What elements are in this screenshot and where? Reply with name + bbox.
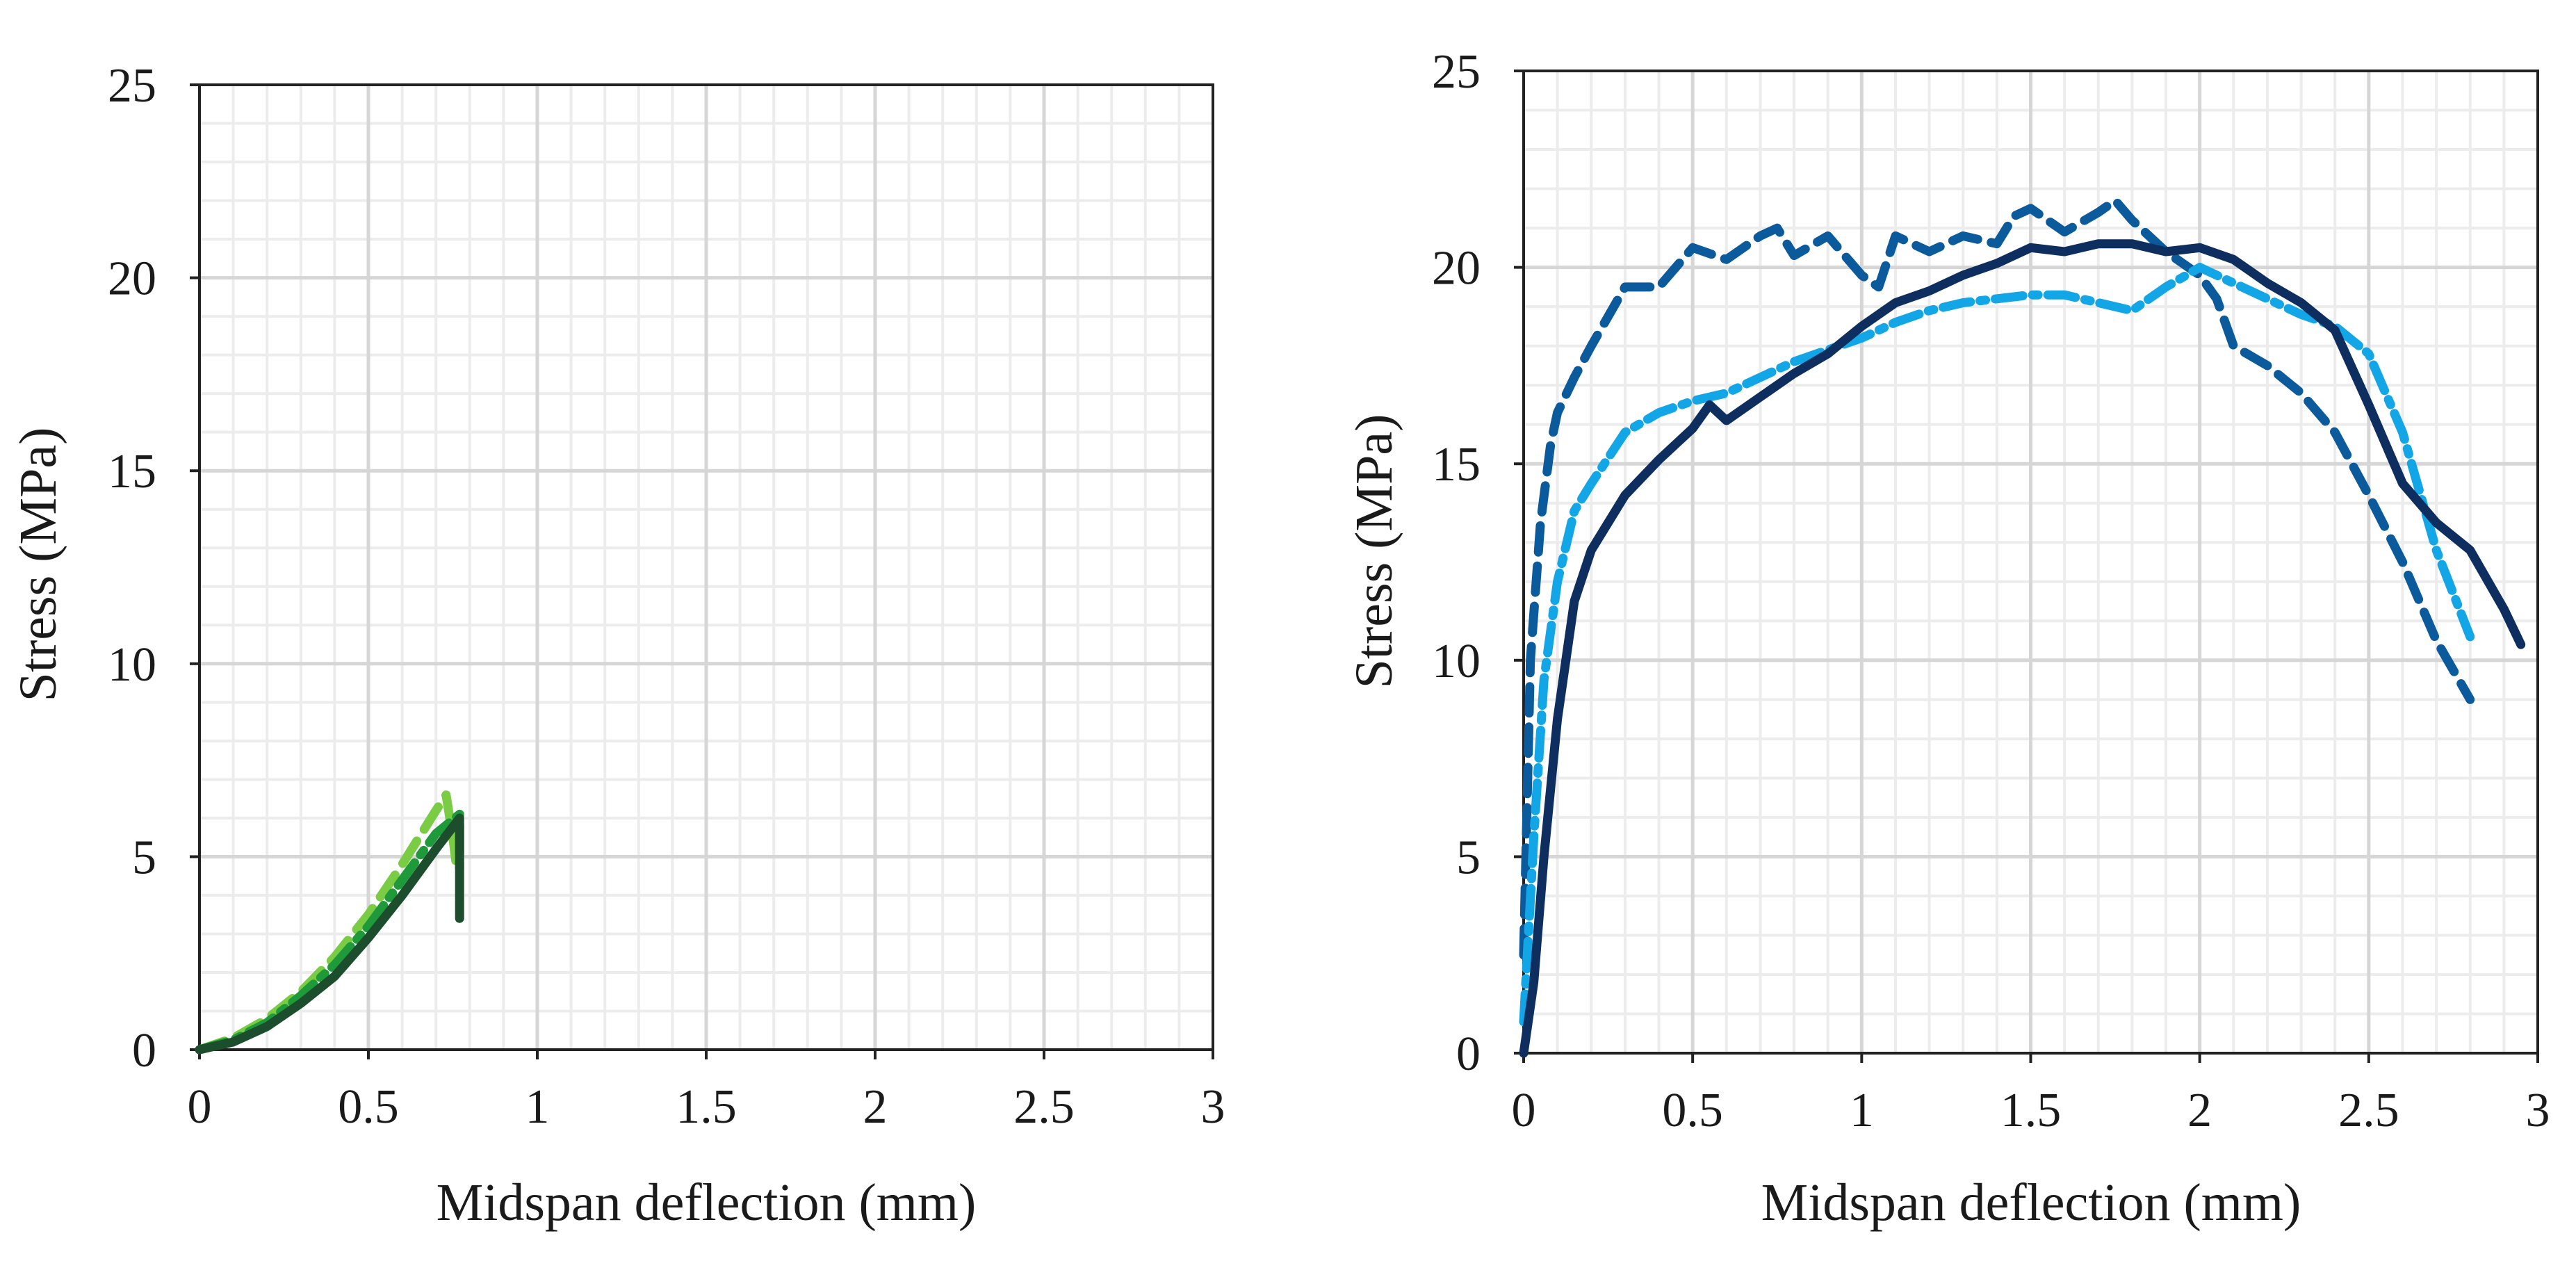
y-tick-label: 25 xyxy=(108,59,156,113)
y-tick-label: 5 xyxy=(1456,831,1481,884)
series-line-specimen-1 xyxy=(1519,196,2475,960)
x-tick-label: 1 xyxy=(525,1080,550,1134)
series-line-specimen-3 xyxy=(1519,239,2526,1058)
x-tick-label: 2.5 xyxy=(1013,1080,1075,1134)
y-tick-label: 0 xyxy=(1456,1027,1481,1081)
x-tick-label: 2.5 xyxy=(2338,1084,2399,1137)
x-tick-label: 3 xyxy=(2526,1084,2550,1137)
x-axis-label: Midspan deflection (mm) xyxy=(1761,1173,2301,1232)
y-tick-label: 10 xyxy=(1432,635,1481,688)
x-axis-label: Midspan deflection (mm) xyxy=(437,1173,977,1232)
chart-left: 0 0.5 1 1.5 2 2.5 3 0 5 10 15 20 25 Stress (MPa) Mids… xyxy=(9,59,1225,1232)
y-axis-label: Stress (MPa) xyxy=(9,428,67,702)
y-tick-label: 15 xyxy=(108,445,156,498)
y-tick-label: 0 xyxy=(132,1024,156,1077)
y-tick-label: 20 xyxy=(108,252,156,306)
x-tick-label: 1.5 xyxy=(676,1080,737,1134)
x-tick-label: 1.5 xyxy=(2000,1084,2062,1137)
x-tick-label: 3 xyxy=(1201,1080,1225,1134)
x-tick-label: 0.5 xyxy=(338,1080,399,1134)
y-axis-label: Stress (MPa) xyxy=(1345,414,1403,689)
y-tick-label: 10 xyxy=(108,638,156,692)
series-line-specimen-2 xyxy=(1519,263,2475,1027)
x-tick-label: 2 xyxy=(863,1080,888,1134)
series-line-specimen-3 xyxy=(195,813,464,1055)
y-tick-label: 5 xyxy=(132,831,156,884)
y-tick-label: 15 xyxy=(1432,438,1481,491)
y-tick-label: 20 xyxy=(1432,242,1481,295)
x-tick-label: 2 xyxy=(2187,1084,2212,1137)
y-tick-label: 25 xyxy=(1432,45,1481,99)
x-tick-label: 1 xyxy=(1850,1084,1874,1137)
x-tick-label: 0.5 xyxy=(1662,1084,1723,1137)
x-tick-label: 0 xyxy=(188,1080,212,1134)
x-tick-label: 0 xyxy=(1512,1084,1536,1137)
chart-right: 0 0.5 1 1.5 2 2.5 3 0 5 10 15 20 25 Stress (MPa) Mids… xyxy=(1345,45,2550,1232)
